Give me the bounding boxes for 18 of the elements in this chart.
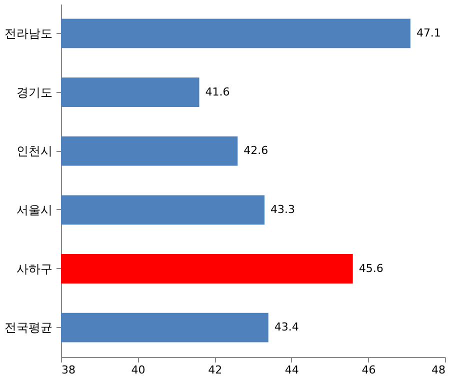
y-tick-label: 서울시 [16, 202, 52, 217]
data-label: 45.6 [358, 262, 384, 275]
y-tick-label: 인천시 [16, 144, 52, 158]
x-tick-label: 38 [62, 364, 76, 376]
data-label: 47.1 [416, 26, 441, 40]
y-tick-label: 경기도 [16, 85, 52, 100]
data-label: 43.3 [270, 202, 296, 216]
x-tick-label: 46 [362, 364, 376, 376]
data-label: 41.6 [205, 85, 230, 98]
y-tick-label: 전국평균 [4, 320, 52, 335]
data-label: 42.6 [244, 144, 268, 158]
x-tick-label: 44 [284, 364, 299, 376]
x-tick-label: 42 [208, 364, 222, 376]
x-tick-label: 48 [432, 364, 446, 376]
y-tick-label: 사하구 [16, 262, 52, 276]
data-label: 43.4 [274, 320, 299, 334]
y-tick-label: 전라남도 [4, 26, 52, 40]
x-tick-label: 40 [131, 364, 146, 376]
